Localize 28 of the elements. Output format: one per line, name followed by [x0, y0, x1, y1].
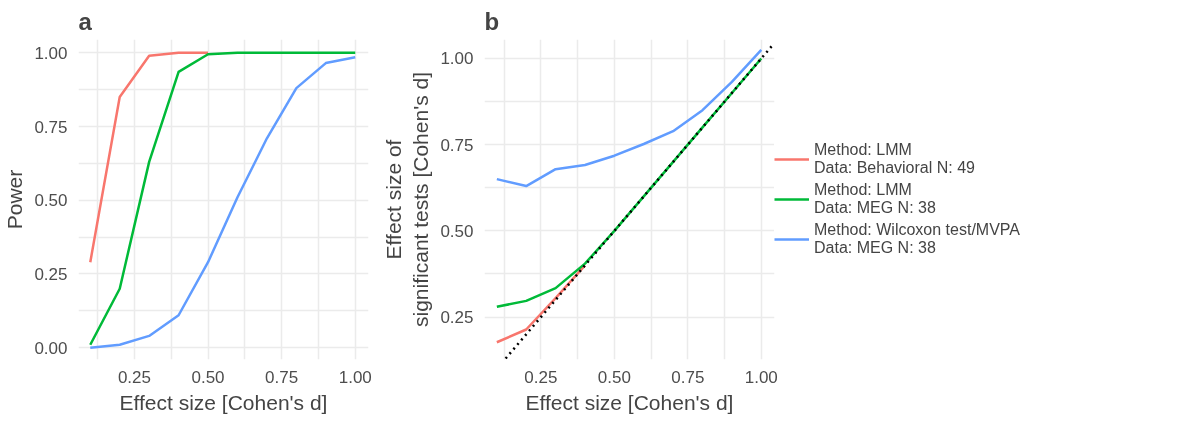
- y-tick-label: 0.00: [34, 338, 68, 358]
- chart-title: a: [78, 7, 93, 35]
- x-tick-label: 1.00: [338, 367, 372, 387]
- y-tick-label: 0.50: [34, 191, 68, 211]
- x-tick-label: 0.25: [117, 367, 151, 387]
- y-tick-label: 1.00: [440, 49, 474, 69]
- y-tick-label: 0.75: [34, 117, 68, 137]
- legend-label: Method: LMM Data: MEG N: 38: [814, 181, 936, 217]
- y-tick-label: 0.25: [34, 264, 68, 284]
- y-axis-title: Effect size of significant tests [Cohen's d]: [381, 72, 433, 327]
- x-tick-label: 0.50: [597, 367, 631, 387]
- legend-label: Method: LMM Data: Behavioral N: 49: [814, 141, 975, 177]
- x-axis-title: Effect size [Cohen's d]: [119, 390, 328, 414]
- x-axis-title: Effect size [Cohen's d]: [525, 390, 734, 414]
- y-tick-label: 1.00: [34, 43, 68, 63]
- legend-label: Method: Wilcoxon test/MVPA Data: MEG N: 38: [814, 221, 1020, 257]
- x-tick-label: 1.00: [744, 367, 778, 387]
- chart-title: b: [484, 7, 500, 35]
- x-tick-label: 0.75: [265, 367, 299, 387]
- y-tick-label: 0.50: [440, 221, 474, 241]
- line-series: [495, 48, 763, 188]
- y-tick-label: 0.75: [440, 135, 474, 155]
- x-tick-label: 0.50: [191, 367, 225, 387]
- y-tick-label: 0.25: [440, 308, 474, 328]
- x-tick-label: 0.75: [671, 367, 705, 387]
- y-axis-title: Power: [3, 169, 27, 230]
- line-series: [89, 51, 210, 264]
- x-tick-label: 0.25: [524, 367, 558, 387]
